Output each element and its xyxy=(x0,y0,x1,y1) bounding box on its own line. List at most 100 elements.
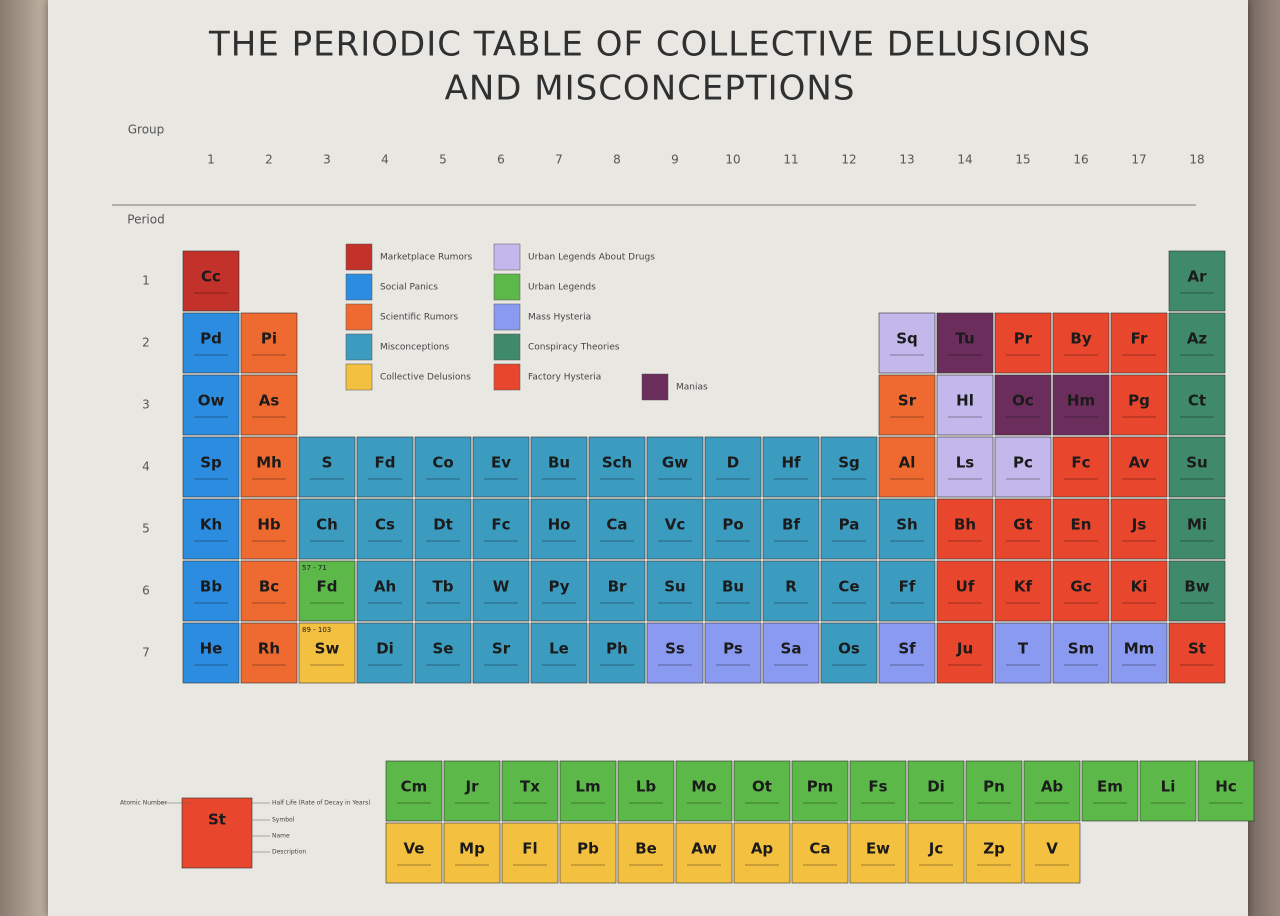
element-cell xyxy=(878,436,936,498)
element-symbol: Dt xyxy=(433,516,453,534)
element-cell xyxy=(762,622,820,684)
element-symbol: Em xyxy=(1097,778,1123,796)
element-symbol: Cs xyxy=(375,516,395,534)
element-cell xyxy=(1168,622,1226,684)
element-cell xyxy=(182,374,240,436)
element-cell xyxy=(530,560,588,622)
element-symbol: Hf xyxy=(781,454,801,472)
element-cell xyxy=(530,436,588,498)
element-symbol: Ab xyxy=(1041,778,1064,796)
group-number: 11 xyxy=(783,153,798,167)
element-cell xyxy=(182,436,240,498)
legend-swatch xyxy=(345,333,373,361)
element-cell xyxy=(1052,560,1110,622)
element-cell xyxy=(1052,436,1110,498)
element-cell xyxy=(936,622,994,684)
element-symbol: Py xyxy=(548,578,569,596)
element-symbol: Di xyxy=(376,640,394,658)
element-symbol: V xyxy=(1046,840,1058,858)
legend-swatch xyxy=(493,243,521,271)
element-cell xyxy=(1110,436,1168,498)
element-cell xyxy=(994,374,1052,436)
legend-label: Conspiracy Theories xyxy=(528,343,620,353)
element-cell xyxy=(704,560,762,622)
element-symbol: Bh xyxy=(954,516,976,534)
element-cell xyxy=(1052,374,1110,436)
element-symbol: Fd xyxy=(375,454,396,472)
element-cell xyxy=(1168,436,1226,498)
period-number: 6 xyxy=(142,584,150,598)
element-symbol: Sh xyxy=(896,516,917,534)
element-cell xyxy=(530,622,588,684)
element-cell xyxy=(791,760,849,822)
element-cell xyxy=(849,760,907,822)
element-symbol: Po xyxy=(722,516,743,534)
element-symbol: Lm xyxy=(575,778,600,796)
element-symbol: Sr xyxy=(492,640,511,658)
element-cell xyxy=(588,622,646,684)
period-number: 3 xyxy=(142,398,150,412)
element-cell xyxy=(472,622,530,684)
element-cell xyxy=(240,312,298,374)
element-cell xyxy=(704,436,762,498)
element-symbol: Ca xyxy=(606,516,627,534)
element-cell xyxy=(936,498,994,560)
element-cell xyxy=(1110,622,1168,684)
element-cell xyxy=(762,498,820,560)
element-cell xyxy=(994,436,1052,498)
element-cell xyxy=(762,436,820,498)
element-cell xyxy=(472,498,530,560)
element-cell xyxy=(994,312,1052,374)
element-symbol: Pd xyxy=(200,330,222,348)
period-number: 4 xyxy=(142,460,150,474)
element-symbol: Ap xyxy=(751,840,774,858)
element-symbol: Ch xyxy=(316,516,338,534)
element-symbol: Ss xyxy=(665,640,685,658)
element-cell xyxy=(994,560,1052,622)
key-label: Atomic Number xyxy=(120,800,167,807)
element-symbol: Pa xyxy=(839,516,860,534)
element-symbol: St xyxy=(1188,640,1206,658)
element-cell xyxy=(1052,622,1110,684)
element-cell xyxy=(182,498,240,560)
element-symbol: Sg xyxy=(838,454,860,472)
group-number: 17 xyxy=(1131,153,1146,167)
element-cell xyxy=(1052,312,1110,374)
element-symbol: Pb xyxy=(577,840,599,858)
group-number: 6 xyxy=(497,153,505,167)
legend-swatch xyxy=(345,243,373,271)
element-cell xyxy=(1168,250,1226,312)
element-symbol: Zp xyxy=(983,840,1005,858)
group-number: 1 xyxy=(207,153,215,167)
element-cell xyxy=(878,560,936,622)
legend-label: Urban Legends xyxy=(528,283,596,293)
element-symbol: Ph xyxy=(606,640,628,658)
element-cell xyxy=(878,312,936,374)
element-cell xyxy=(1168,560,1226,622)
element-symbol: Sq xyxy=(896,330,918,348)
element-cell xyxy=(414,498,472,560)
element-cell xyxy=(849,822,907,884)
element-cell xyxy=(675,760,733,822)
element-symbol: Ah xyxy=(374,578,396,596)
element-symbol: Av xyxy=(1129,454,1150,472)
element-symbol: Ve xyxy=(404,840,425,858)
period-number: 5 xyxy=(142,522,150,536)
element-symbol: Lb xyxy=(636,778,657,796)
period-label: Period xyxy=(127,213,164,227)
element-symbol: Ca xyxy=(809,840,830,858)
element-cell xyxy=(472,436,530,498)
element-symbol: Aw xyxy=(691,840,717,858)
element-symbol: Jr xyxy=(465,778,480,796)
element-cell xyxy=(414,622,472,684)
element-cell xyxy=(443,822,501,884)
element-cell xyxy=(762,560,820,622)
element-cell xyxy=(1081,760,1139,822)
legend-label: Manias xyxy=(676,383,708,393)
element-symbol: Ct xyxy=(1188,392,1206,410)
element-symbol: Mh xyxy=(256,454,282,472)
element-symbol: Br xyxy=(608,578,627,596)
group-number: 13 xyxy=(899,153,914,167)
element-symbol: Az xyxy=(1187,330,1208,348)
